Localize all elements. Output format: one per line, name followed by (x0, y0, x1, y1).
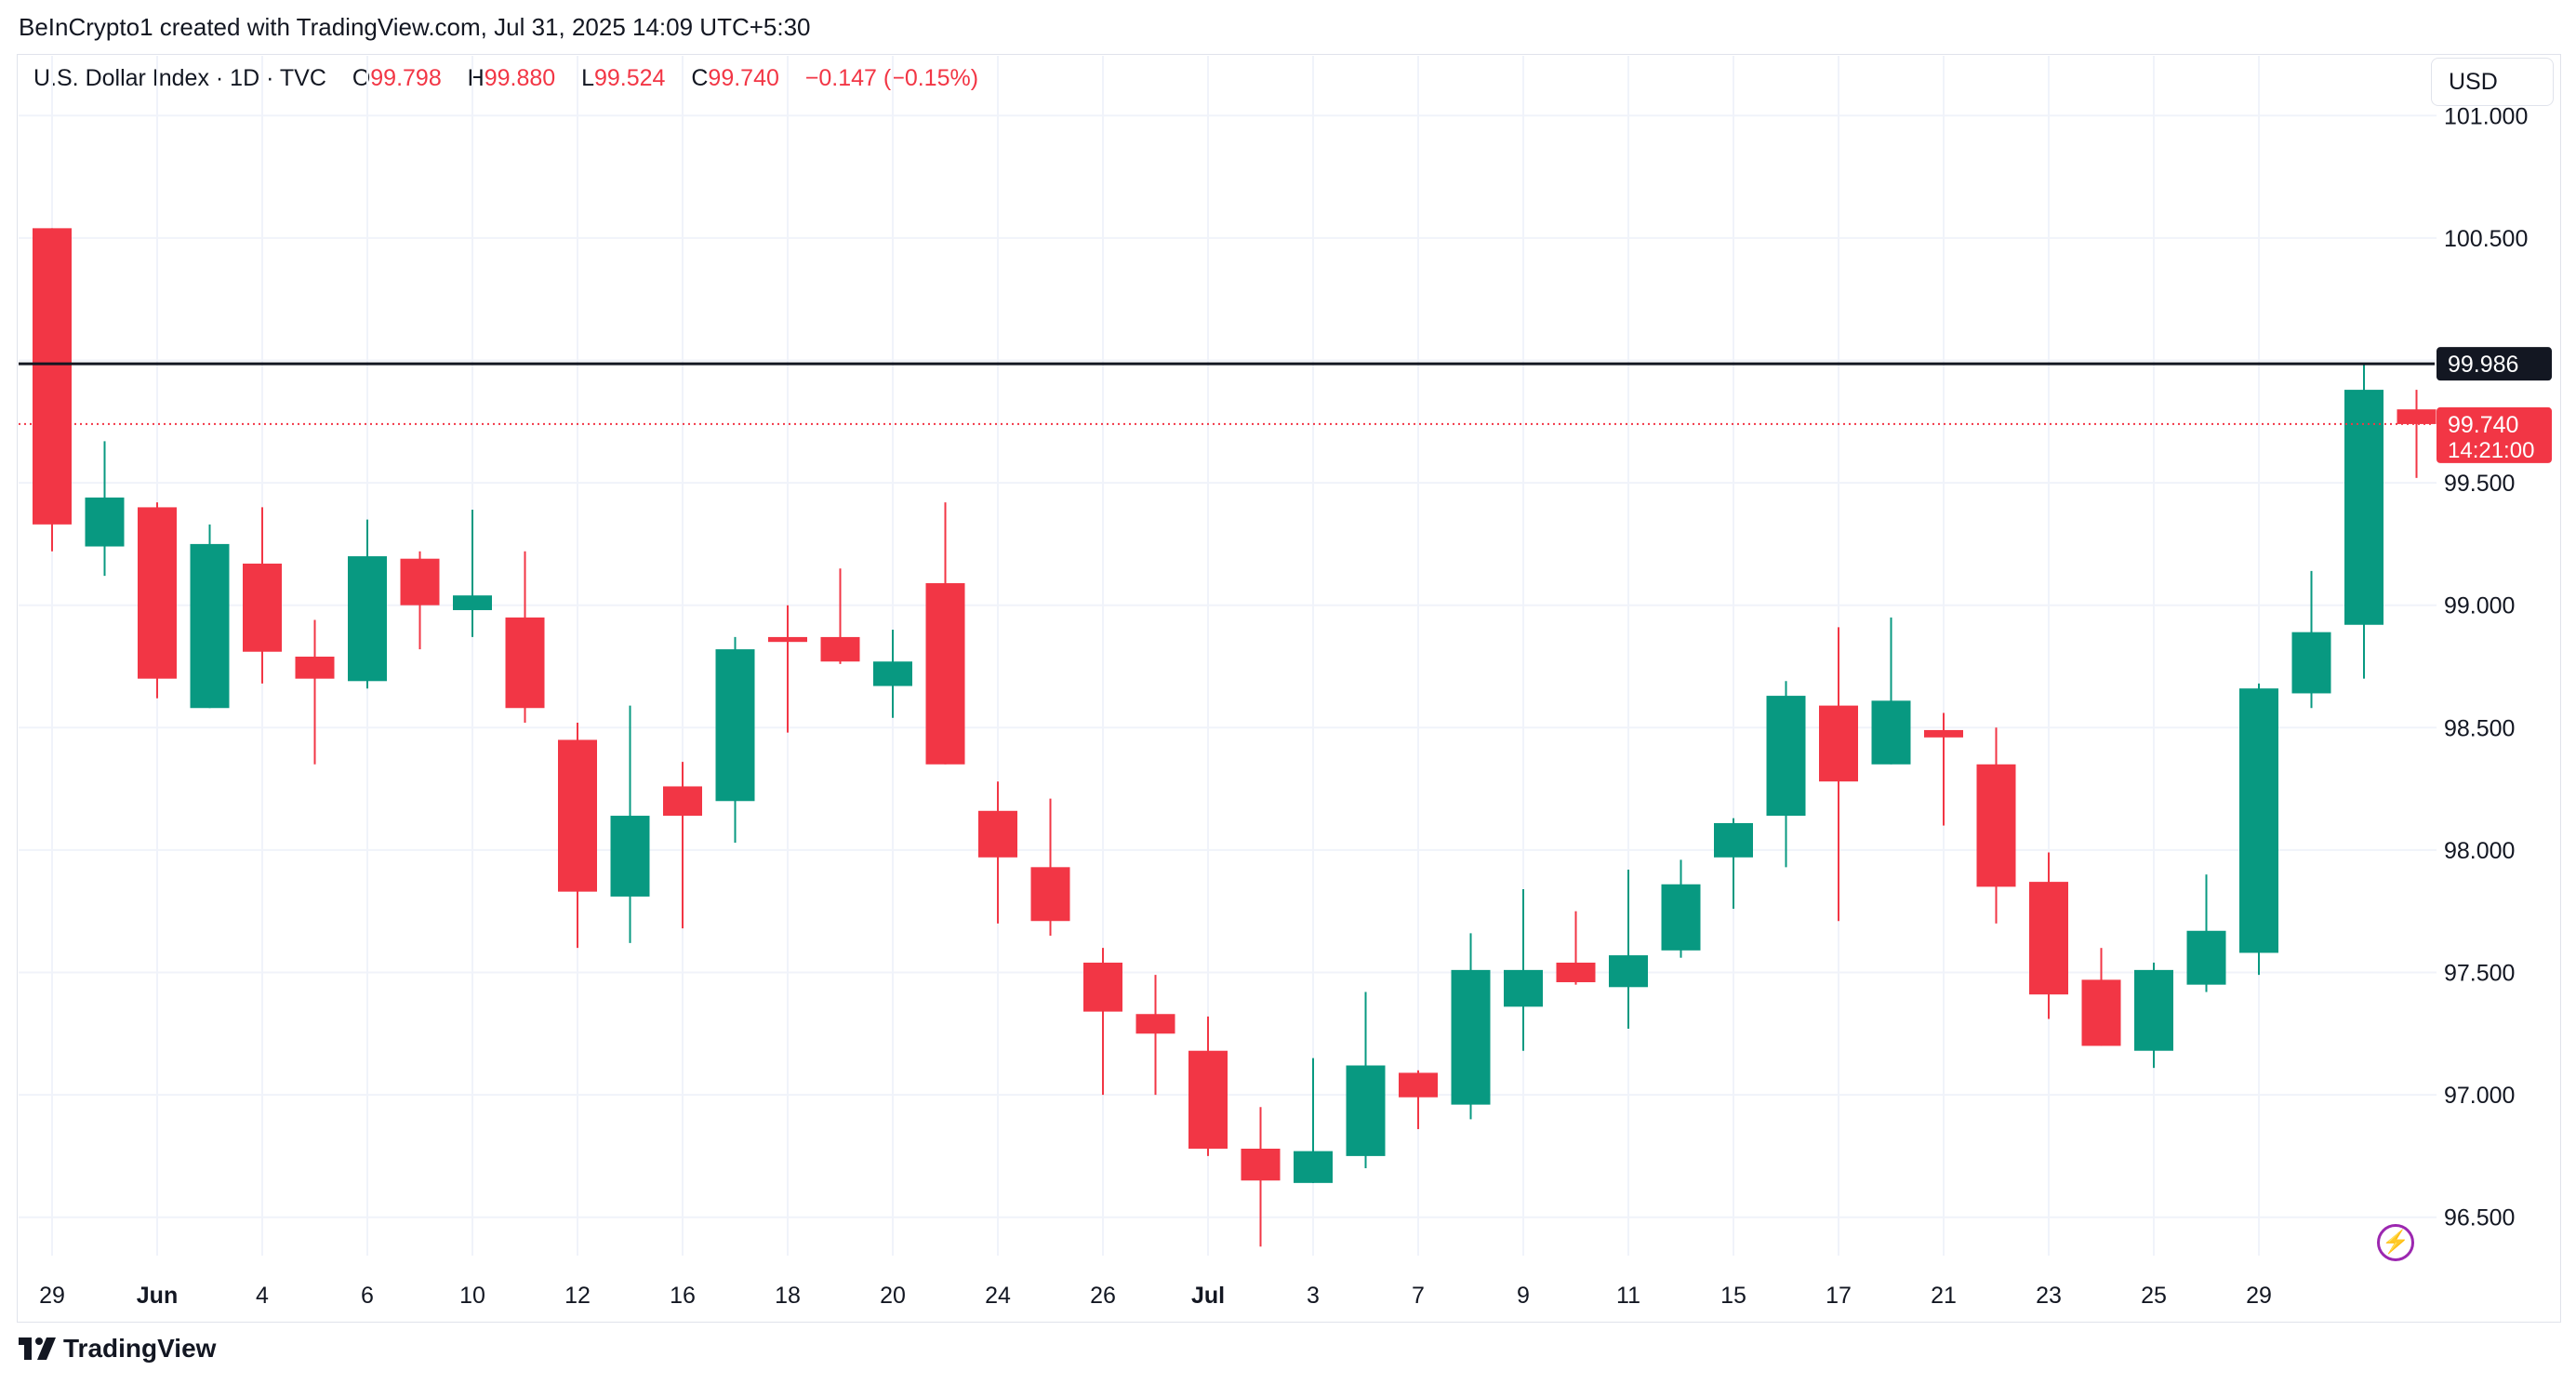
x-tick-label: 4 (256, 1283, 269, 1309)
x-tick-label: 17 (1826, 1283, 1852, 1309)
x-tick-label: 15 (1720, 1283, 1746, 1309)
chart-credit: BeInCrypto1 created with TradingView.com… (19, 13, 811, 41)
x-tick-label: 26 (1090, 1283, 1116, 1309)
close-label: C (691, 65, 709, 91)
x-tick-label: 29 (2246, 1283, 2272, 1309)
change-value: −0.147 (−0.15%) (804, 65, 979, 91)
candle-body-down (1188, 1050, 1228, 1150)
candle-body-up (2344, 390, 2383, 625)
x-tick-label: 23 (2036, 1283, 2062, 1309)
price-badge-label: 99.740 (2448, 412, 2518, 438)
candle-body-up (1766, 696, 1806, 817)
candle-body-down (925, 583, 965, 765)
candle-body-down (243, 563, 282, 652)
candle-body-down (978, 810, 1017, 858)
open-value: 99.798 (370, 65, 442, 91)
x-tick-label: Jun (137, 1283, 178, 1309)
tradingview-logo-icon (19, 1337, 56, 1360)
candle-body-down (505, 617, 545, 709)
candle-body-down (2029, 882, 2068, 995)
candle-body-up (1346, 1065, 1386, 1156)
currency-button[interactable]: USD (2431, 58, 2554, 106)
candle-body-down (1083, 962, 1122, 1012)
x-tick-label: 7 (1412, 1283, 1425, 1309)
candle-body-up (715, 649, 755, 802)
candle-body-down (768, 636, 807, 643)
x-tick-label: 10 (459, 1283, 485, 1309)
x-tick-label: 20 (880, 1283, 906, 1309)
y-tick-label: 97.000 (2444, 1083, 2515, 1109)
y-tick-label: 100.500 (2444, 226, 2528, 252)
y-tick-label: 96.500 (2444, 1205, 2515, 1231)
price-badge (2437, 406, 2552, 463)
candle-body-up (1871, 700, 1911, 765)
low-label: L (581, 65, 594, 91)
candle-body-up (2291, 632, 2331, 694)
candle-body-up (190, 543, 230, 709)
candle-body-up (1714, 822, 1753, 858)
x-tick-label: 3 (1307, 1283, 1320, 1309)
candle-body-up (348, 556, 387, 682)
x-tick-label: 12 (564, 1283, 591, 1309)
tradingview-logo: TradingView (19, 1334, 216, 1364)
x-tick-label: 16 (670, 1283, 696, 1309)
candle-body-down (1399, 1072, 1438, 1098)
low-value: 99.524 (593, 65, 666, 91)
candle-body-up (2186, 930, 2226, 985)
y-tick-label: 97.500 (2444, 961, 2515, 987)
candle-body-down (2081, 979, 2121, 1046)
candle-body-up (85, 497, 125, 547)
candle-body-down (1924, 729, 1963, 738)
candle-body-up (453, 595, 492, 610)
candle-body-down (1556, 962, 1596, 983)
x-tick-label: Jul (1191, 1283, 1225, 1309)
high-value: 99.880 (484, 65, 556, 91)
candle-body-up (1504, 969, 1543, 1007)
candle-body-up (610, 816, 650, 897)
x-tick-label: 9 (1517, 1283, 1530, 1309)
x-tick-label: 24 (985, 1283, 1011, 1309)
candle-body-down (400, 558, 440, 606)
candle-body-up (1294, 1151, 1333, 1183)
chart-frame (17, 54, 2561, 1323)
close-value: 99.740 (708, 65, 779, 91)
candle-body-up (1609, 955, 1648, 988)
y-tick-label: 98.000 (2444, 838, 2515, 864)
candle-body-down (1135, 1014, 1175, 1034)
candle-body-down (558, 739, 597, 892)
open-label: O (352, 65, 371, 91)
candle-body-down (820, 636, 860, 662)
candle-body-down (33, 228, 72, 525)
symbol-title[interactable]: U.S. Dollar Index · 1D · TVC (33, 65, 326, 91)
x-tick-label: 21 (1931, 1283, 1957, 1309)
candle-body-down (295, 656, 335, 679)
y-tick-label: 99.500 (2444, 471, 2515, 497)
countdown-label: 14:21:00 (2448, 438, 2534, 463)
candle-body-down (1976, 764, 2016, 887)
x-tick-label: 6 (361, 1283, 374, 1309)
candle-body-up (873, 661, 912, 686)
lightning-icon[interactable]: ⚡ (2377, 1224, 2414, 1261)
price-badge (2437, 347, 2552, 381)
candle-body-up (2239, 688, 2278, 953)
y-tick-label: 99.000 (2444, 593, 2515, 619)
y-tick-label: 101.000 (2444, 103, 2528, 129)
tradingview-logo-text: TradingView (63, 1334, 217, 1363)
x-tick-label: 11 (1616, 1283, 1640, 1309)
candle-body-down (1241, 1149, 1281, 1181)
candle-body-up (2134, 969, 2173, 1051)
candle-body-down (138, 507, 177, 679)
candle-body-up (1451, 969, 1491, 1105)
candle-body-down (1030, 867, 1070, 922)
x-tick-label: 18 (775, 1283, 801, 1309)
candle-body-up (1661, 884, 1701, 951)
candle-body-down (1819, 705, 1858, 782)
candle-body-down (2397, 409, 2437, 424)
y-tick-label: 98.500 (2444, 715, 2515, 741)
x-tick-label: 25 (2141, 1283, 2167, 1309)
candle-body-down (663, 786, 702, 817)
x-tick-label: 29 (39, 1283, 65, 1309)
price-badge-label: 99.986 (2448, 352, 2518, 378)
